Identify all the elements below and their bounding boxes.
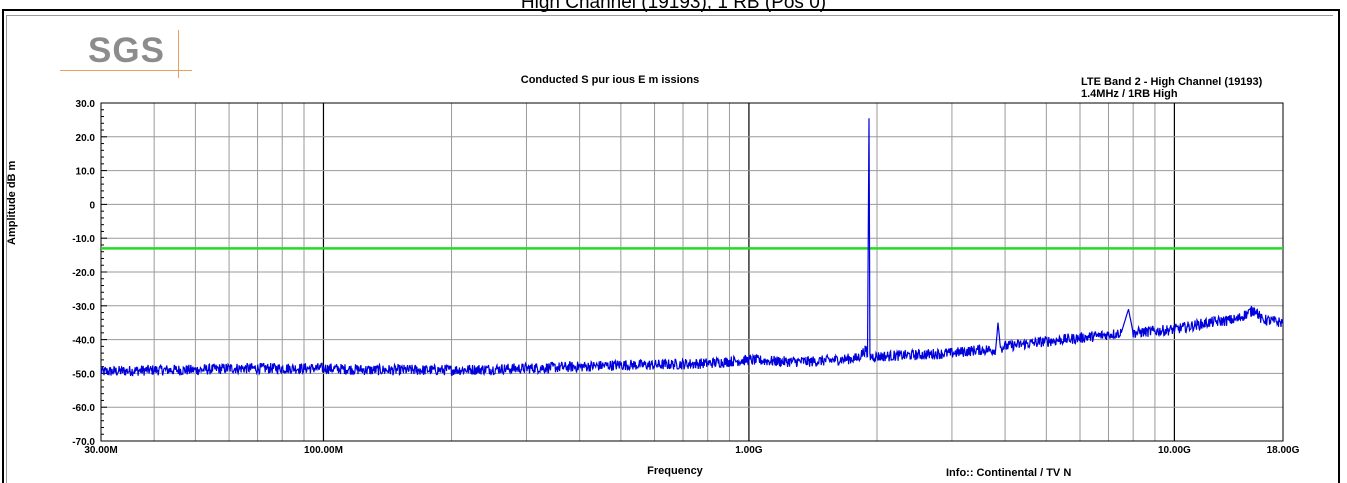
x-tick-label: 1.00G xyxy=(735,445,762,456)
logo-rule-horizontal xyxy=(60,70,192,71)
y-tick-label: -40.0 xyxy=(72,336,95,347)
y-tick-label: -70.0 xyxy=(72,437,95,448)
x-tick-label: 100.00M xyxy=(304,445,343,456)
chart-title: Conducted S pur ious E m issions xyxy=(520,74,700,86)
y-tick-label: 30.0 xyxy=(76,99,96,110)
y-tick-label: -60.0 xyxy=(72,403,95,414)
y-tick-label: -50.0 xyxy=(72,369,95,380)
y-tick-label: 20.0 xyxy=(76,133,96,144)
x-axis-label: Frequency xyxy=(647,465,703,477)
info-bandwidth-rb: 1.4MHz / 1RB High xyxy=(1081,88,1178,100)
info-band-channel: LTE Band 2 - High Channel (19193) xyxy=(1081,76,1263,88)
sgs-logo: SGS xyxy=(88,31,165,70)
y-tick-label: -10.0 xyxy=(72,234,95,245)
logo-rule-vertical xyxy=(178,30,179,78)
y-tick-label: 0 xyxy=(89,200,95,211)
y-tick-label: -20.0 xyxy=(72,268,95,279)
plot-border xyxy=(100,102,1284,442)
x-tick-label: 10.00G xyxy=(1158,445,1191,456)
footer-info: Info:: Continental / TV N xyxy=(946,467,1072,479)
y-tick-label: -30.0 xyxy=(72,302,95,313)
x-tick-label: 30.00M xyxy=(84,445,117,456)
y-tick-label: 10.0 xyxy=(76,167,96,178)
x-tick-label: 18.00G xyxy=(1267,445,1300,456)
chart-frame xyxy=(2,9,1340,483)
spectrum-trace xyxy=(100,118,1284,377)
